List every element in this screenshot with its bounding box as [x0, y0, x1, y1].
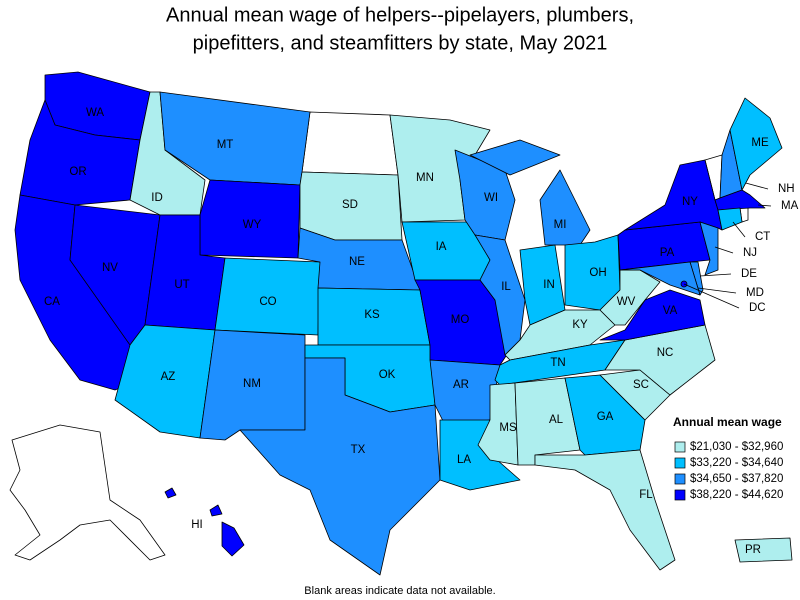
state-label: MS [499, 422, 517, 434]
state-label: MA [781, 200, 799, 212]
state-label: AR [453, 379, 469, 391]
state-shape [699, 221, 719, 276]
legend-label: $34,650 - $37,820 [690, 473, 783, 485]
state-label: UT [174, 279, 189, 291]
state-label: PR [745, 544, 761, 556]
state-label: NV [102, 262, 118, 274]
state-label: SC [633, 379, 649, 391]
blank-state [301, 111, 399, 176]
state-label: OR [69, 166, 86, 178]
state-shape [209, 504, 223, 517]
state-label: NE [349, 256, 365, 268]
legend-swatch [674, 441, 686, 453]
state-label: WA [86, 107, 104, 119]
state-label: MD [746, 287, 764, 299]
state-label: CA [44, 296, 60, 308]
legend-swatch [674, 473, 686, 485]
state-label: IA [436, 241, 447, 253]
leader-line [741, 181, 769, 190]
state-label: WY [243, 219, 262, 231]
state-label: NC [657, 347, 674, 359]
state-label: NM [243, 378, 261, 390]
state-label: WV [617, 296, 636, 308]
state-label: MO [451, 314, 470, 326]
state-label: NY [682, 196, 698, 208]
state-shape [469, 139, 561, 176]
state-label: KS [364, 309, 380, 321]
state-label: KY [572, 319, 588, 331]
state-shape [599, 269, 661, 326]
state-label: AL [549, 414, 564, 426]
state-shape [539, 169, 591, 246]
state-label: ID [151, 192, 163, 204]
state-label: MI [554, 219, 567, 231]
state-label: OH [589, 267, 606, 279]
legend-label: $33,220 - $34,640 [690, 457, 783, 469]
state-shape [221, 521, 245, 557]
blank-state [9, 424, 166, 561]
state-label: SD [342, 199, 358, 211]
state-label: MT [217, 139, 234, 151]
state-shape [599, 289, 706, 341]
leader-line [697, 287, 737, 294]
state-shape [239, 357, 441, 576]
state-shape [199, 179, 301, 259]
state-label: TX [351, 444, 366, 456]
legend-swatch [674, 457, 686, 469]
state-label: PA [660, 247, 675, 259]
state-label: VA [663, 305, 678, 317]
state-label: LA [457, 454, 471, 466]
state-label: HI [191, 519, 203, 531]
state-shape [164, 487, 177, 499]
legend-label: $21,030 - $32,960 [690, 441, 783, 453]
title-line: pipefitters, and steamfitters by state, … [193, 32, 608, 54]
state-label: NJ [743, 247, 757, 259]
title-line: Annual mean wage of helpers--pipelayers,… [166, 4, 634, 26]
state-shape [534, 449, 676, 571]
state-label: NH [778, 183, 795, 195]
state-shape [734, 537, 793, 563]
leader-line [732, 221, 746, 238]
state-label: IN [543, 279, 555, 291]
leader-line [683, 283, 740, 309]
state-shape [429, 359, 501, 426]
leader-line [757, 204, 772, 207]
note: Blank areas indicate data not available. [304, 585, 495, 597]
state-label: ME [751, 137, 769, 149]
state-label: MN [416, 172, 434, 184]
legend-swatch [674, 489, 686, 501]
state-label: AZ [161, 371, 176, 383]
state-label: CT [755, 231, 770, 243]
state-label: OK [379, 369, 396, 381]
state-label: CO [259, 296, 276, 308]
state-label: DE [741, 268, 757, 280]
leader-line [699, 273, 732, 277]
state-label: DC [749, 302, 766, 314]
leader-line [714, 246, 734, 254]
state-shape [624, 159, 723, 231]
state-shape [717, 207, 743, 231]
state-label: IL [501, 281, 511, 293]
legend-title: Annual mean wage [673, 415, 782, 429]
state-label: TN [550, 357, 565, 369]
state-label: GA [597, 411, 614, 423]
state-label: WI [484, 192, 498, 204]
state-shape [619, 261, 701, 296]
state-label: FL [639, 489, 653, 501]
legend-label: $38,220 - $44,620 [690, 489, 783, 501]
